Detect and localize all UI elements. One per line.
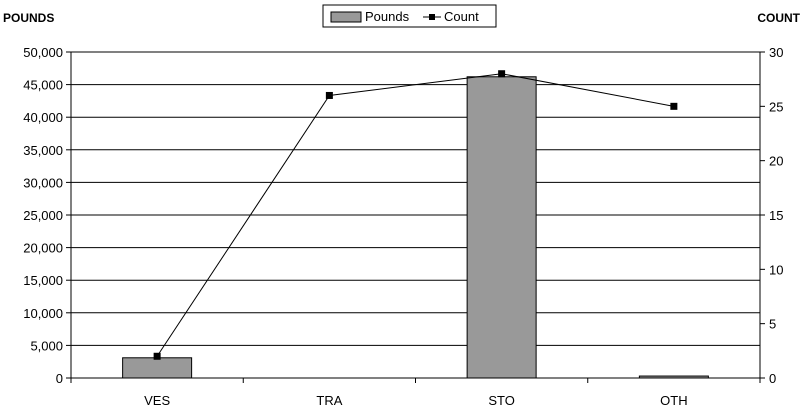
right-axis-title: COUNT (757, 11, 800, 25)
left-tick-label: 35,000 (23, 143, 63, 158)
left-axis-title: POUNDS (3, 11, 54, 25)
right-tick-label: 20 (769, 154, 783, 169)
count-point (153, 352, 161, 360)
legend: Pounds Count (322, 4, 497, 28)
right-tick-label: 5 (769, 317, 776, 332)
left-tick-label: 15,000 (23, 273, 63, 288)
right-tick-label: 10 (769, 262, 783, 277)
tick-labels: 0 5,000 10,000 15,000 20,000 25,000 30,000 35,0… (23, 45, 783, 408)
category-label: VES (144, 393, 170, 408)
category-label: STO (488, 393, 515, 408)
category-label: TRA (316, 393, 342, 408)
category-label: OTH (660, 393, 687, 408)
left-tick-label: 0 (56, 371, 63, 386)
count-point (498, 70, 506, 78)
axes (66, 51, 765, 383)
left-tick-label: 40,000 (23, 110, 63, 125)
left-tick-label: 25,000 (23, 208, 63, 223)
count-point (670, 102, 678, 110)
count-point (325, 91, 333, 99)
right-tick-label: 30 (769, 45, 783, 60)
legend-box (322, 4, 497, 28)
left-tick-label: 10,000 (23, 306, 63, 321)
legend-pounds-swatch (330, 11, 362, 23)
legend-pounds-label: Pounds (365, 9, 410, 24)
right-tick-label: 0 (769, 371, 776, 386)
left-tick-label: 30,000 (23, 175, 63, 190)
left-tick-label: 20,000 (23, 241, 63, 256)
line-series (153, 70, 678, 360)
right-tick-label: 15 (769, 208, 783, 223)
legend-count-marker (429, 14, 435, 20)
count-line (156, 73, 674, 357)
left-tick-label: 50,000 (23, 45, 63, 60)
left-tick-label: 45,000 (23, 78, 63, 93)
right-tick-label: 25 (769, 99, 783, 114)
bar (466, 76, 537, 379)
bar (122, 357, 193, 379)
left-tick-label: 5,000 (30, 338, 63, 353)
legend-count-label: Count (444, 9, 479, 24)
